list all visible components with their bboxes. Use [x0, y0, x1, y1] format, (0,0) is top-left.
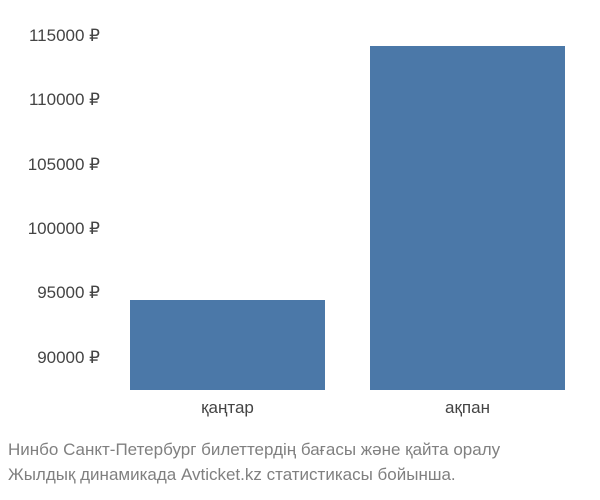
- plot-region: 90000 ₽95000 ₽100000 ₽105000 ₽110000 ₽11…: [110, 10, 590, 390]
- x-tick-label: ақпан: [445, 398, 490, 418]
- y-tick-label: 95000 ₽: [5, 283, 100, 303]
- caption-line-1: Нинбо Санкт-Петербург билеттердің бағасы…: [8, 438, 500, 463]
- chart-caption: Нинбо Санкт-Петербург билеттердің бағасы…: [8, 438, 500, 487]
- bar: [370, 46, 565, 390]
- caption-line-2: Жылдық динамикада Avticket.kz статистика…: [8, 463, 500, 488]
- x-tick-label: қаңтар: [201, 398, 254, 418]
- y-tick-label: 100000 ₽: [5, 219, 100, 239]
- y-tick-label: 90000 ₽: [5, 348, 100, 368]
- price-bar-chart: 90000 ₽95000 ₽100000 ₽105000 ₽110000 ₽11…: [110, 10, 590, 420]
- y-tick-label: 110000 ₽: [5, 90, 100, 110]
- y-tick-label: 105000 ₽: [5, 155, 100, 175]
- bar: [130, 300, 325, 390]
- y-tick-label: 115000 ₽: [5, 26, 100, 46]
